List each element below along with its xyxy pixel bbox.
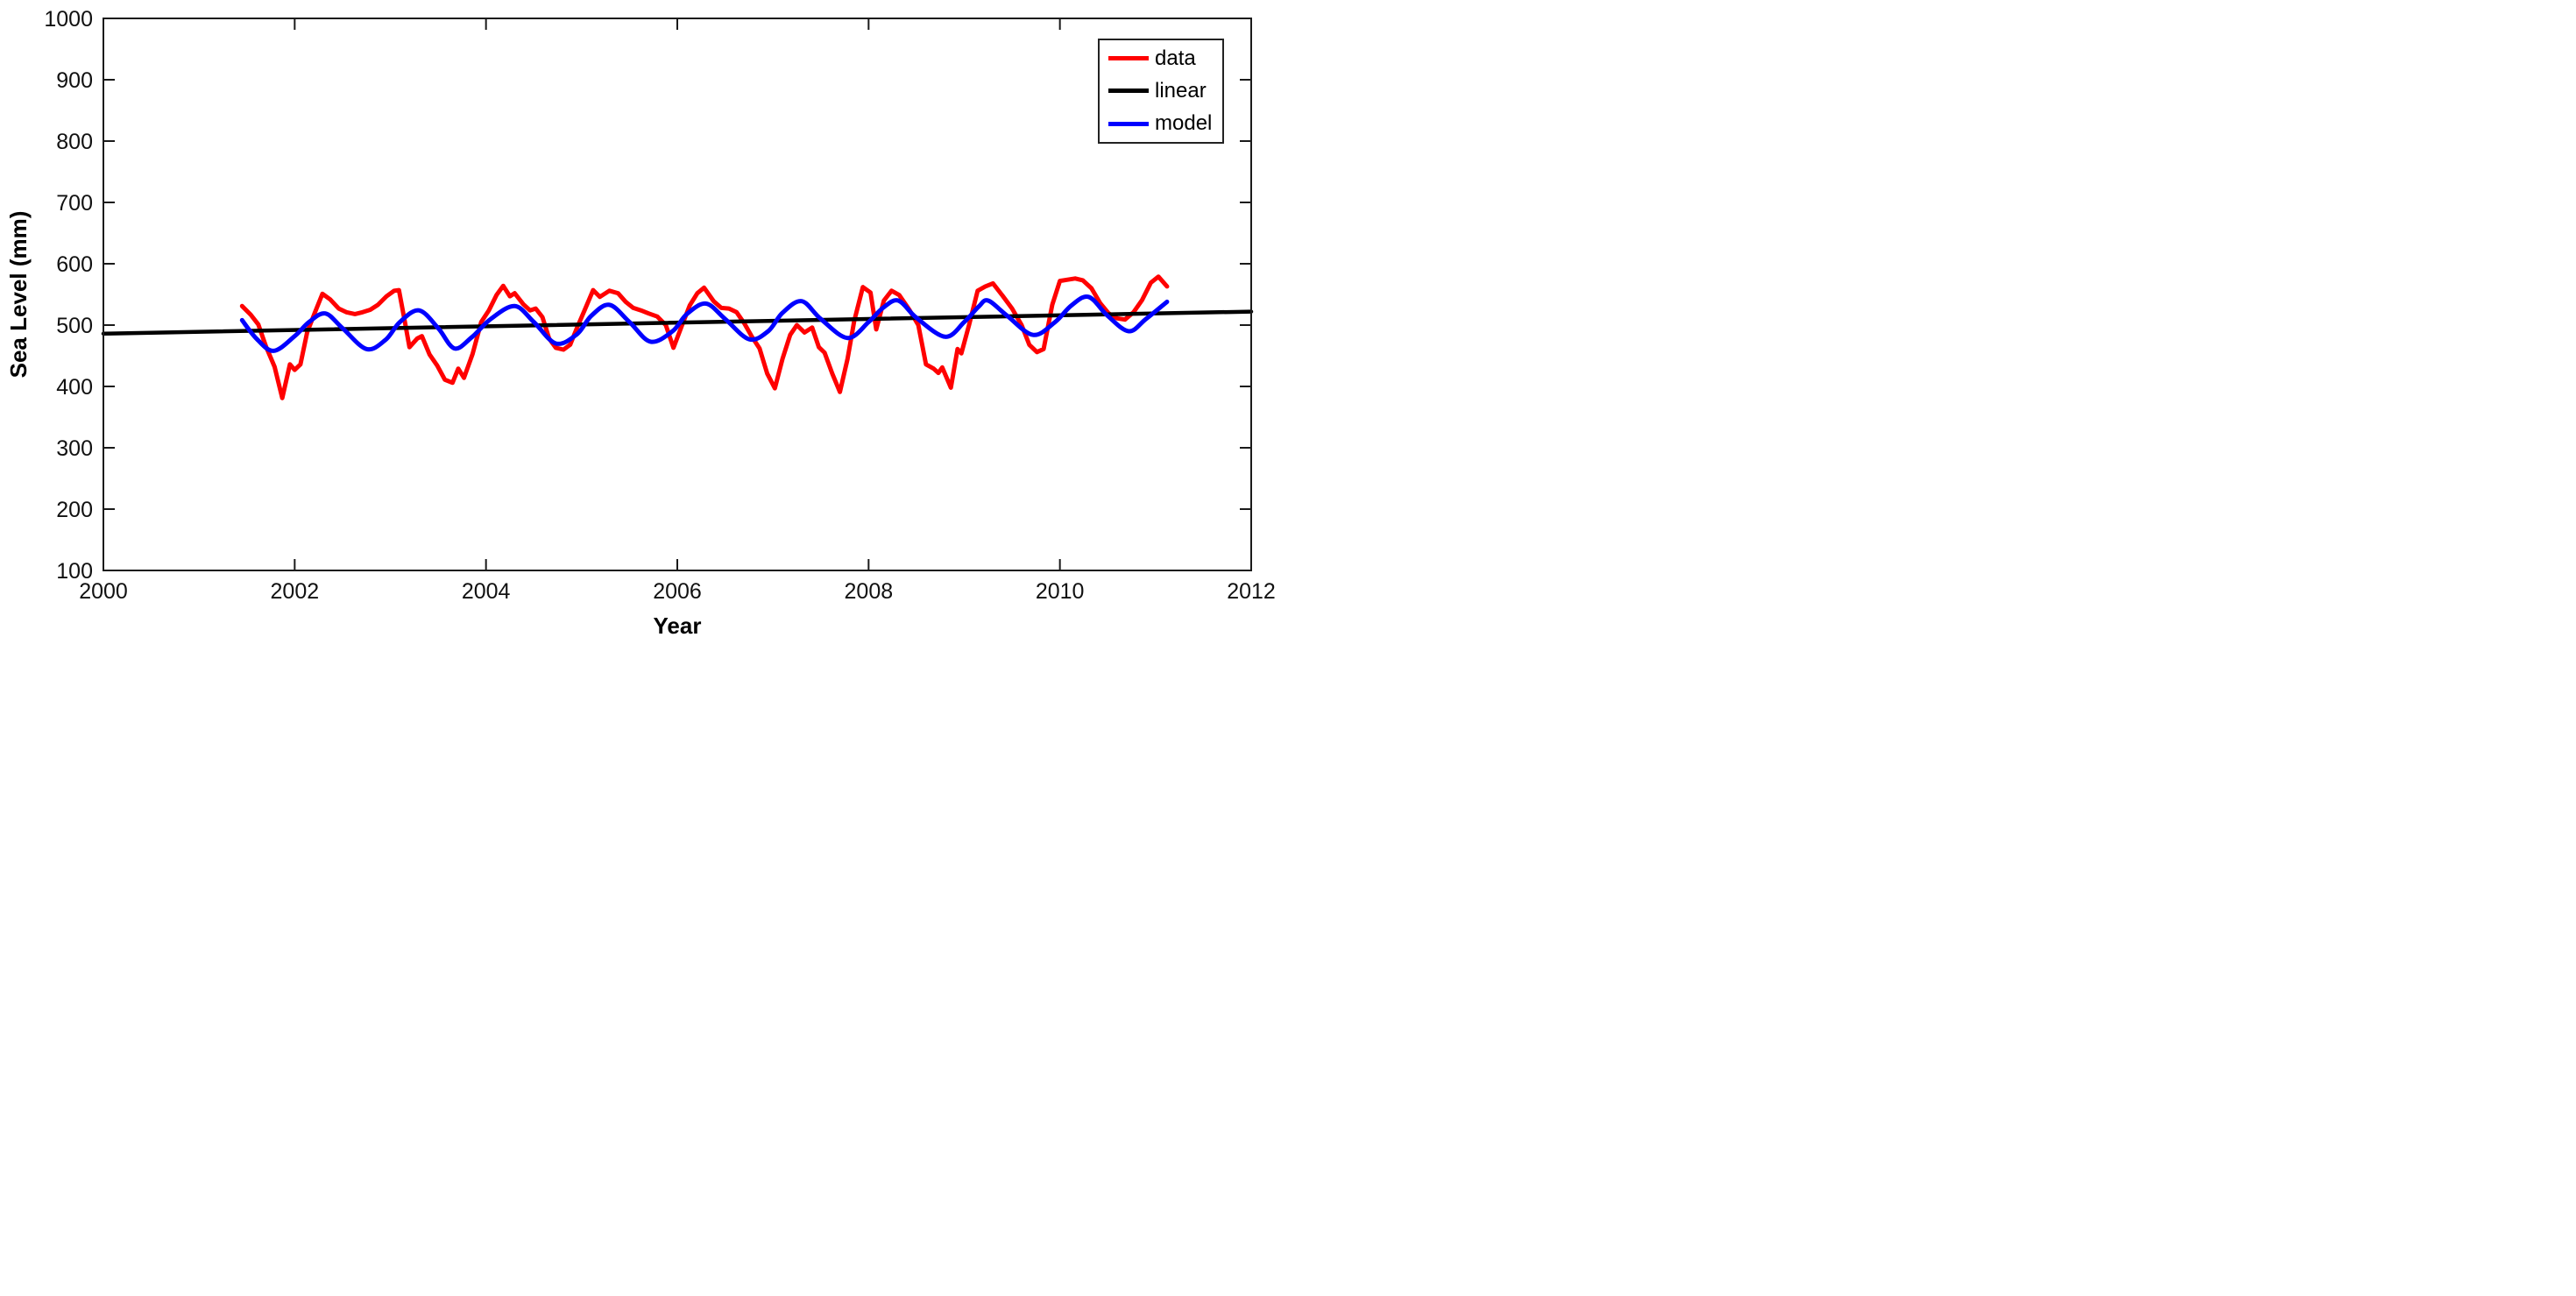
legend: data linear model bbox=[1098, 39, 1224, 144]
legend-line-sample-model bbox=[1108, 121, 1149, 126]
plot-border bbox=[103, 18, 1252, 571]
x-tick-label: 2002 bbox=[271, 579, 320, 604]
x-tick-label: 2004 bbox=[462, 579, 511, 604]
legend-label-data: data bbox=[1155, 46, 1196, 70]
legend-label-linear: linear bbox=[1155, 78, 1207, 103]
y-tick-label: 200 bbox=[56, 498, 93, 522]
legend-item-linear: linear bbox=[1100, 75, 1222, 107]
chart-canvas: 2000 2002 2004 2006 2008 2010 2012 100 200 300 400… bbox=[5, 7, 1276, 639]
series-line-model bbox=[239, 294, 1170, 353]
y-tick-label: 500 bbox=[56, 314, 93, 338]
y-tick-label: 700 bbox=[56, 191, 93, 216]
y-tick-label: 400 bbox=[56, 375, 93, 400]
x-tick-label: 2010 bbox=[1036, 579, 1085, 604]
y-tick-label: 800 bbox=[56, 130, 93, 154]
y-tick-label: 900 bbox=[56, 68, 93, 93]
x-tick-label: 2000 bbox=[79, 579, 128, 604]
y-tick-label: 300 bbox=[56, 436, 93, 461]
y-tick-label: 1000 bbox=[44, 7, 93, 32]
tick-label-layer: 2000 2002 2004 2006 2008 2010 2012 100 200 300 400… bbox=[44, 7, 1275, 604]
y-tick-label: 100 bbox=[56, 559, 93, 584]
y-tick-label: 600 bbox=[56, 252, 93, 277]
legend-line-sample-linear bbox=[1108, 89, 1149, 94]
legend-line-sample-data bbox=[1108, 56, 1149, 61]
sea-level-figure: 2000 2002 2004 2006 2008 2010 2012 100 200 300 400… bbox=[0, 0, 1288, 648]
legend-label-model: model bbox=[1155, 111, 1213, 136]
legend-item-model: model bbox=[1100, 108, 1222, 139]
x-tick-label: 2012 bbox=[1227, 579, 1276, 604]
legend-item-data: data bbox=[1100, 43, 1222, 74]
axes-layer bbox=[103, 18, 1252, 571]
y-axis-title: Sea Level (mm) bbox=[5, 211, 32, 379]
x-axis-title: Year bbox=[654, 613, 702, 639]
series-layer bbox=[101, 274, 1254, 400]
series-line-data bbox=[239, 274, 1170, 400]
x-tick-label: 2008 bbox=[845, 579, 894, 604]
x-tick-label: 2006 bbox=[653, 579, 702, 604]
